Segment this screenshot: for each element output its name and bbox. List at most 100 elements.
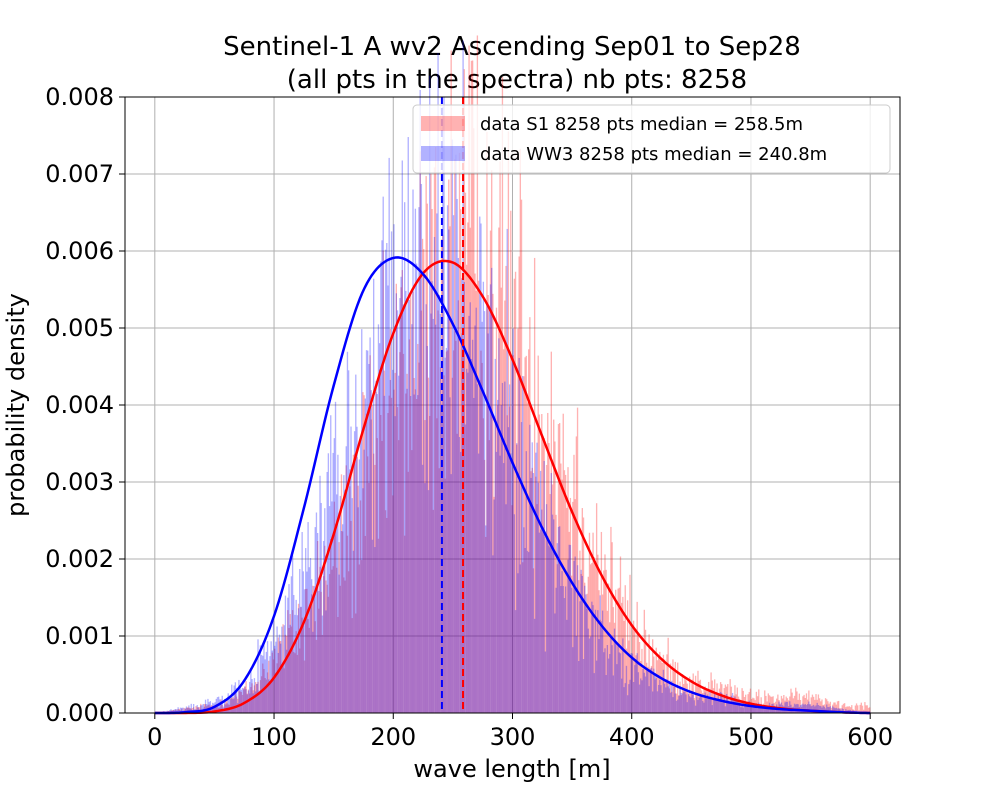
hist-bar (562, 586, 564, 713)
hist-bar (356, 426, 358, 713)
hist-bar (244, 686, 246, 713)
hist-bar (616, 664, 618, 713)
hist-bar (526, 402, 529, 713)
hist-bar (243, 688, 245, 713)
hist-bar (256, 684, 258, 713)
hist-bar (761, 705, 764, 713)
hist-bar (412, 291, 414, 713)
hist-bar (309, 558, 312, 713)
hist-bar (663, 683, 666, 713)
hist-bar (288, 628, 290, 713)
hist-bar (283, 668, 285, 713)
hist-bar (417, 343, 419, 713)
hist-bar (387, 413, 389, 713)
hist-bar (482, 418, 485, 713)
hist-bar (822, 705, 824, 713)
hist-bar (674, 661, 676, 713)
hist-bar (581, 508, 583, 713)
hist-bar (494, 420, 496, 713)
hist-bar (184, 708, 186, 713)
hist-bar (380, 261, 382, 713)
hist-bar (458, 152, 461, 713)
hist-bar (451, 139, 454, 713)
hist-bar (421, 464, 424, 713)
hist-bar (327, 596, 330, 713)
hist-bar (481, 321, 483, 713)
hist-bar (802, 703, 804, 713)
hist-bar (612, 607, 614, 713)
hist-bar (519, 564, 521, 713)
hist-bar (212, 705, 214, 713)
hist-bar (325, 610, 327, 713)
hist-bar (433, 236, 436, 713)
hist-bar (807, 699, 809, 713)
hist-bar (678, 695, 680, 713)
hist-bar (324, 545, 326, 713)
hist-bar (318, 591, 320, 713)
hist-bar (324, 508, 326, 713)
hist-bar (389, 328, 392, 713)
hist-bar (467, 222, 469, 713)
hist-bar (584, 582, 586, 713)
hist-bar (356, 457, 358, 713)
hist-bar (688, 696, 691, 713)
hist-bar (357, 507, 359, 713)
hist-bar (585, 594, 587, 713)
hist-bar (842, 709, 845, 713)
hist-bar (446, 350, 449, 713)
hist-bar (325, 580, 327, 713)
hist-bar (249, 681, 251, 713)
hist-bar (624, 683, 626, 713)
hist-bar (392, 369, 394, 713)
hist-bar (387, 285, 389, 713)
hist-bar (178, 708, 180, 713)
hist-bar (277, 652, 279, 713)
hist-bar (297, 603, 300, 713)
hist-bar (295, 599, 297, 713)
hist-bar (467, 372, 469, 713)
hist-bar (792, 698, 795, 713)
hist-bar (183, 707, 185, 713)
hist-bar (809, 704, 811, 713)
hist-bar (690, 697, 692, 713)
hist-bar (675, 693, 678, 713)
hist-bar (628, 684, 630, 713)
hist-bar (517, 573, 519, 713)
hist-bar (574, 556, 576, 713)
hist-bar (517, 328, 519, 713)
hist-bar (829, 706, 831, 713)
hist-bar (240, 689, 242, 713)
hist-bar (316, 532, 319, 713)
hist-bar (436, 418, 438, 713)
hist-bar (170, 709, 172, 713)
hist-bar (195, 706, 197, 713)
fit-curve-0 (154, 259, 871, 715)
hist-bar (275, 641, 277, 713)
hist-bar (542, 531, 544, 713)
hist-bar (606, 645, 609, 713)
hist-bar (711, 705, 713, 713)
hist-bar (662, 654, 665, 713)
hist-bar (373, 453, 375, 713)
hist-bar (476, 384, 479, 713)
y-tick-label-4: 0.004 (45, 391, 114, 419)
hist-bar (500, 405, 502, 713)
hist-bar (834, 708, 836, 713)
hist-bar (204, 704, 207, 713)
y-tick-label-6: 0.006 (45, 237, 114, 265)
hist-bar (597, 554, 599, 713)
hist-bar (641, 648, 643, 713)
hist-bar (566, 619, 568, 713)
hist-bar (213, 705, 215, 713)
hist-bar (504, 300, 506, 713)
hist-bar (714, 692, 716, 713)
hist-bar (301, 532, 303, 713)
hist-bar (679, 681, 681, 713)
hist-bar (644, 676, 647, 713)
hist-bar (344, 489, 346, 713)
hist-bar (653, 668, 655, 713)
hist-bar (432, 318, 434, 713)
hist-bar (745, 702, 747, 713)
hist-bar (466, 368, 468, 713)
hist-bar (512, 355, 514, 713)
